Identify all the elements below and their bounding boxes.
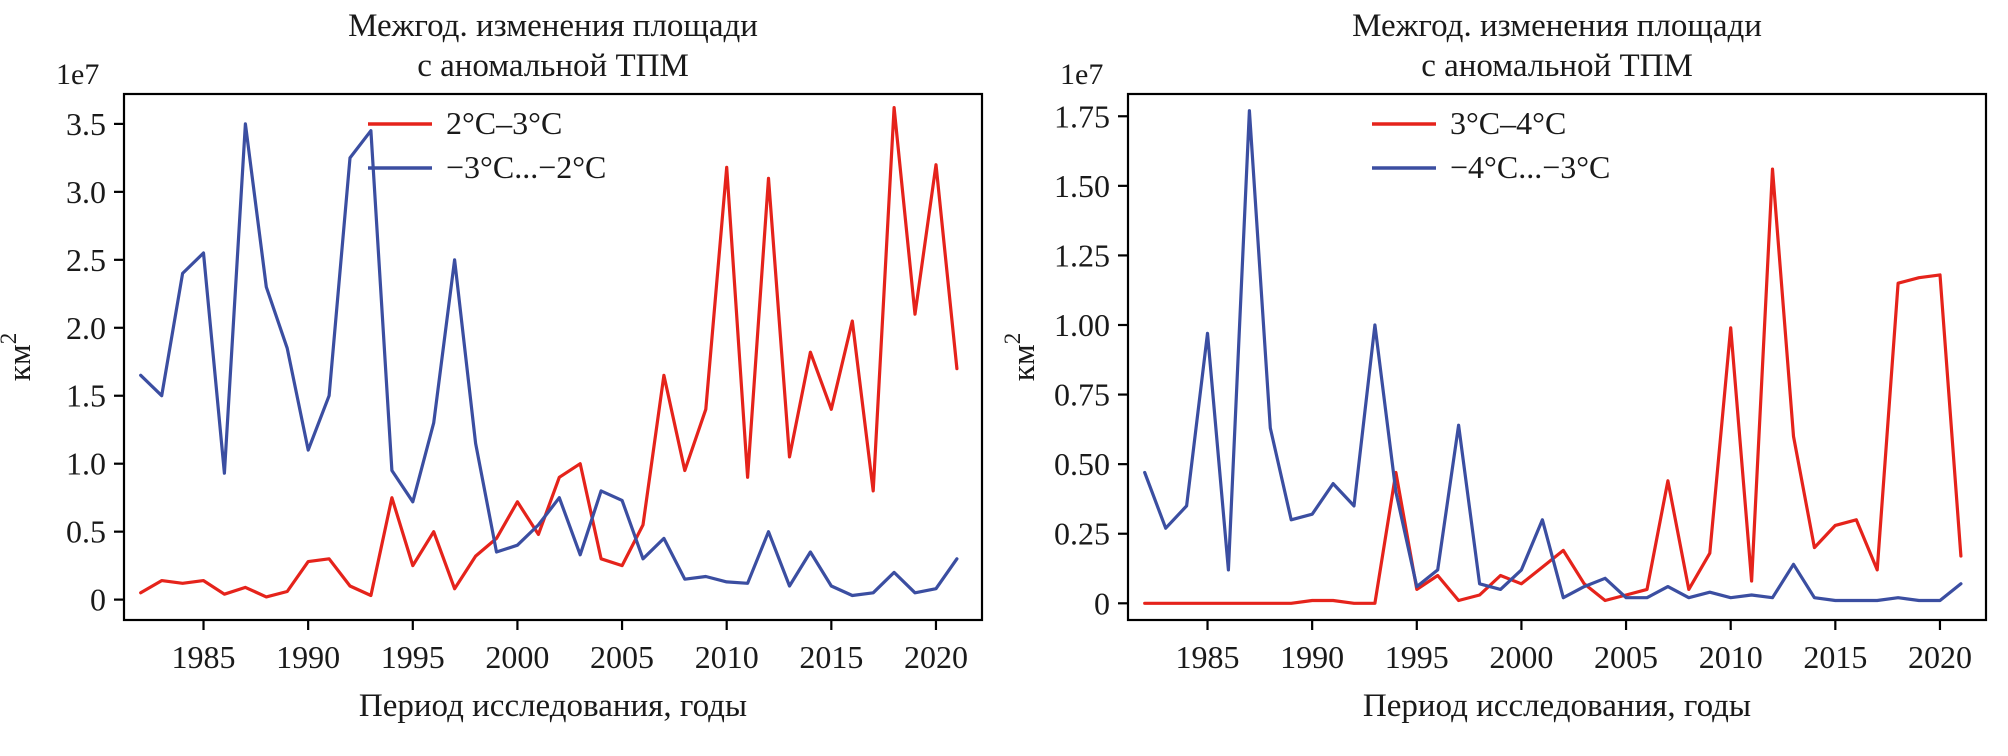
x-axis-label: Период исследования, годы: [1363, 688, 1751, 724]
y-tick-label: 2.5: [66, 242, 106, 278]
chart-title-line: Межгод. изменения площади: [1352, 8, 1762, 44]
series-line-red: [139, 105, 959, 599]
y-tick-label: 0.50: [1054, 446, 1110, 482]
x-tick-label: 2015: [1803, 639, 1867, 675]
legend-label: −4°C...−3°C: [1450, 149, 1610, 185]
y-tick-label: 0.75: [1054, 377, 1110, 413]
x-tick-label: 2015: [799, 639, 863, 675]
x-tick-label: 1985: [172, 639, 236, 675]
y-axis-label: км2: [0, 333, 38, 381]
x-tick-label: 2000: [485, 639, 549, 675]
x-tick-label: 2020: [1908, 639, 1972, 675]
x-tick-label: 1990: [276, 639, 340, 675]
x-tick-label: 2005: [590, 639, 654, 675]
y-tick-label: 1.5: [66, 378, 106, 414]
x-tick-label: 1995: [381, 639, 445, 675]
chart-title-line: с аномальной ТПМ: [1421, 48, 1693, 84]
chart-right: Межгод. изменения площади с аномальной ТП…: [1004, 8, 1988, 724]
y-tick-label: 0.5: [66, 514, 106, 550]
y-tick-label: 0.25: [1054, 516, 1110, 552]
x-tick-label: 1985: [1176, 639, 1240, 675]
plot-border: [1126, 92, 1988, 622]
x-tick-label: 2010: [695, 639, 759, 675]
x-tick-label: 1990: [1280, 639, 1344, 675]
x-tick-label: 2005: [1594, 639, 1658, 675]
y-tick-label: 1.25: [1054, 237, 1110, 273]
chart-title-line: Межгод. изменения площади: [348, 8, 758, 44]
y-tick-label: 1.50: [1054, 168, 1110, 204]
y-tick-label: 0: [90, 582, 106, 618]
series-line-blue: [1143, 109, 1963, 603]
legend-label: 2°C–3°C: [446, 105, 562, 141]
y-tick-label: 1.0: [66, 446, 106, 482]
x-axis-label: Период исследования, годы: [359, 688, 747, 724]
y-tick-label: 0: [1094, 585, 1110, 621]
axis-scale-offset-text: 1e7: [56, 58, 99, 91]
legend-label: −3°C...−2°C: [446, 149, 606, 185]
series-line-blue: [139, 122, 959, 598]
axis-scale-offset-text: 1e7: [1060, 58, 1103, 91]
legend-label: 3°C–4°C: [1450, 105, 1566, 141]
x-tick-label: 2020: [904, 639, 968, 675]
x-tick-label: 2000: [1489, 639, 1553, 675]
chart-left: Межгод. изменения площади с аномальной ТП…: [0, 8, 984, 724]
plot-border: [122, 92, 984, 622]
y-tick-label: 2.0: [66, 310, 106, 346]
y-tick-label: 1.00: [1054, 307, 1110, 343]
chart-title-line: с аномальной ТПМ: [417, 48, 689, 84]
y-axis-label: км2: [1004, 333, 1042, 381]
y-tick-label: 3.5: [66, 106, 106, 142]
y-tick-label: 1.75: [1054, 98, 1110, 134]
x-tick-label: 2010: [1699, 639, 1763, 675]
y-tick-label: 3.0: [66, 174, 106, 210]
x-tick-label: 1995: [1385, 639, 1449, 675]
